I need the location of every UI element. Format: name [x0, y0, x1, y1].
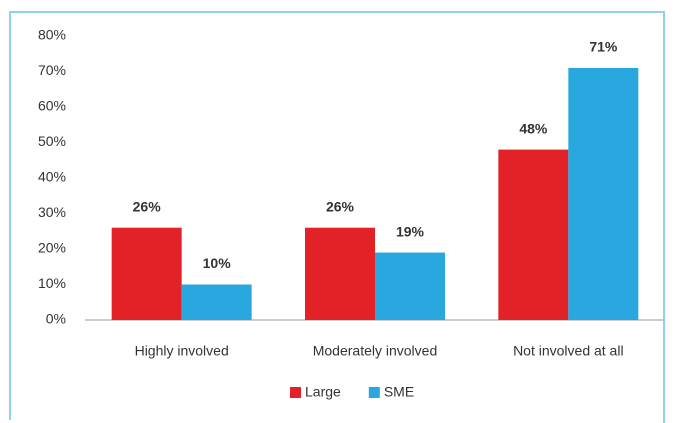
bar [305, 227, 375, 320]
y-tick-label: 70% [38, 62, 66, 78]
y-tick-label: 80% [38, 27, 66, 43]
y-tick-label: 60% [38, 98, 66, 114]
value-label: 71% [589, 39, 618, 55]
chart-border [9, 11, 665, 423]
value-label: 19% [396, 223, 425, 239]
bar [181, 284, 252, 320]
value-label: 26% [133, 198, 162, 214]
value-label: 26% [326, 198, 355, 214]
legend-swatch [368, 387, 380, 398]
y-tick-label: 50% [38, 133, 66, 149]
x-tick-label: Not involved at all [513, 343, 624, 359]
value-label: 48% [519, 120, 548, 136]
legend-label: SME [384, 384, 414, 400]
bar [111, 227, 182, 320]
bar [375, 252, 445, 320]
y-tick-label: 0% [46, 311, 66, 327]
bar [498, 149, 569, 320]
bar [568, 67, 639, 320]
legend-swatch [290, 387, 301, 398]
x-tick-label: Moderately involved [313, 343, 438, 359]
y-tick-label: 20% [38, 240, 66, 256]
y-tick-label: 10% [38, 275, 66, 291]
y-tick-label: 30% [38, 204, 66, 220]
value-label: 10% [203, 255, 232, 271]
y-tick-label: 40% [38, 169, 66, 185]
x-tick-label: Highly involved [135, 343, 229, 359]
legend-label: Large [305, 384, 341, 400]
